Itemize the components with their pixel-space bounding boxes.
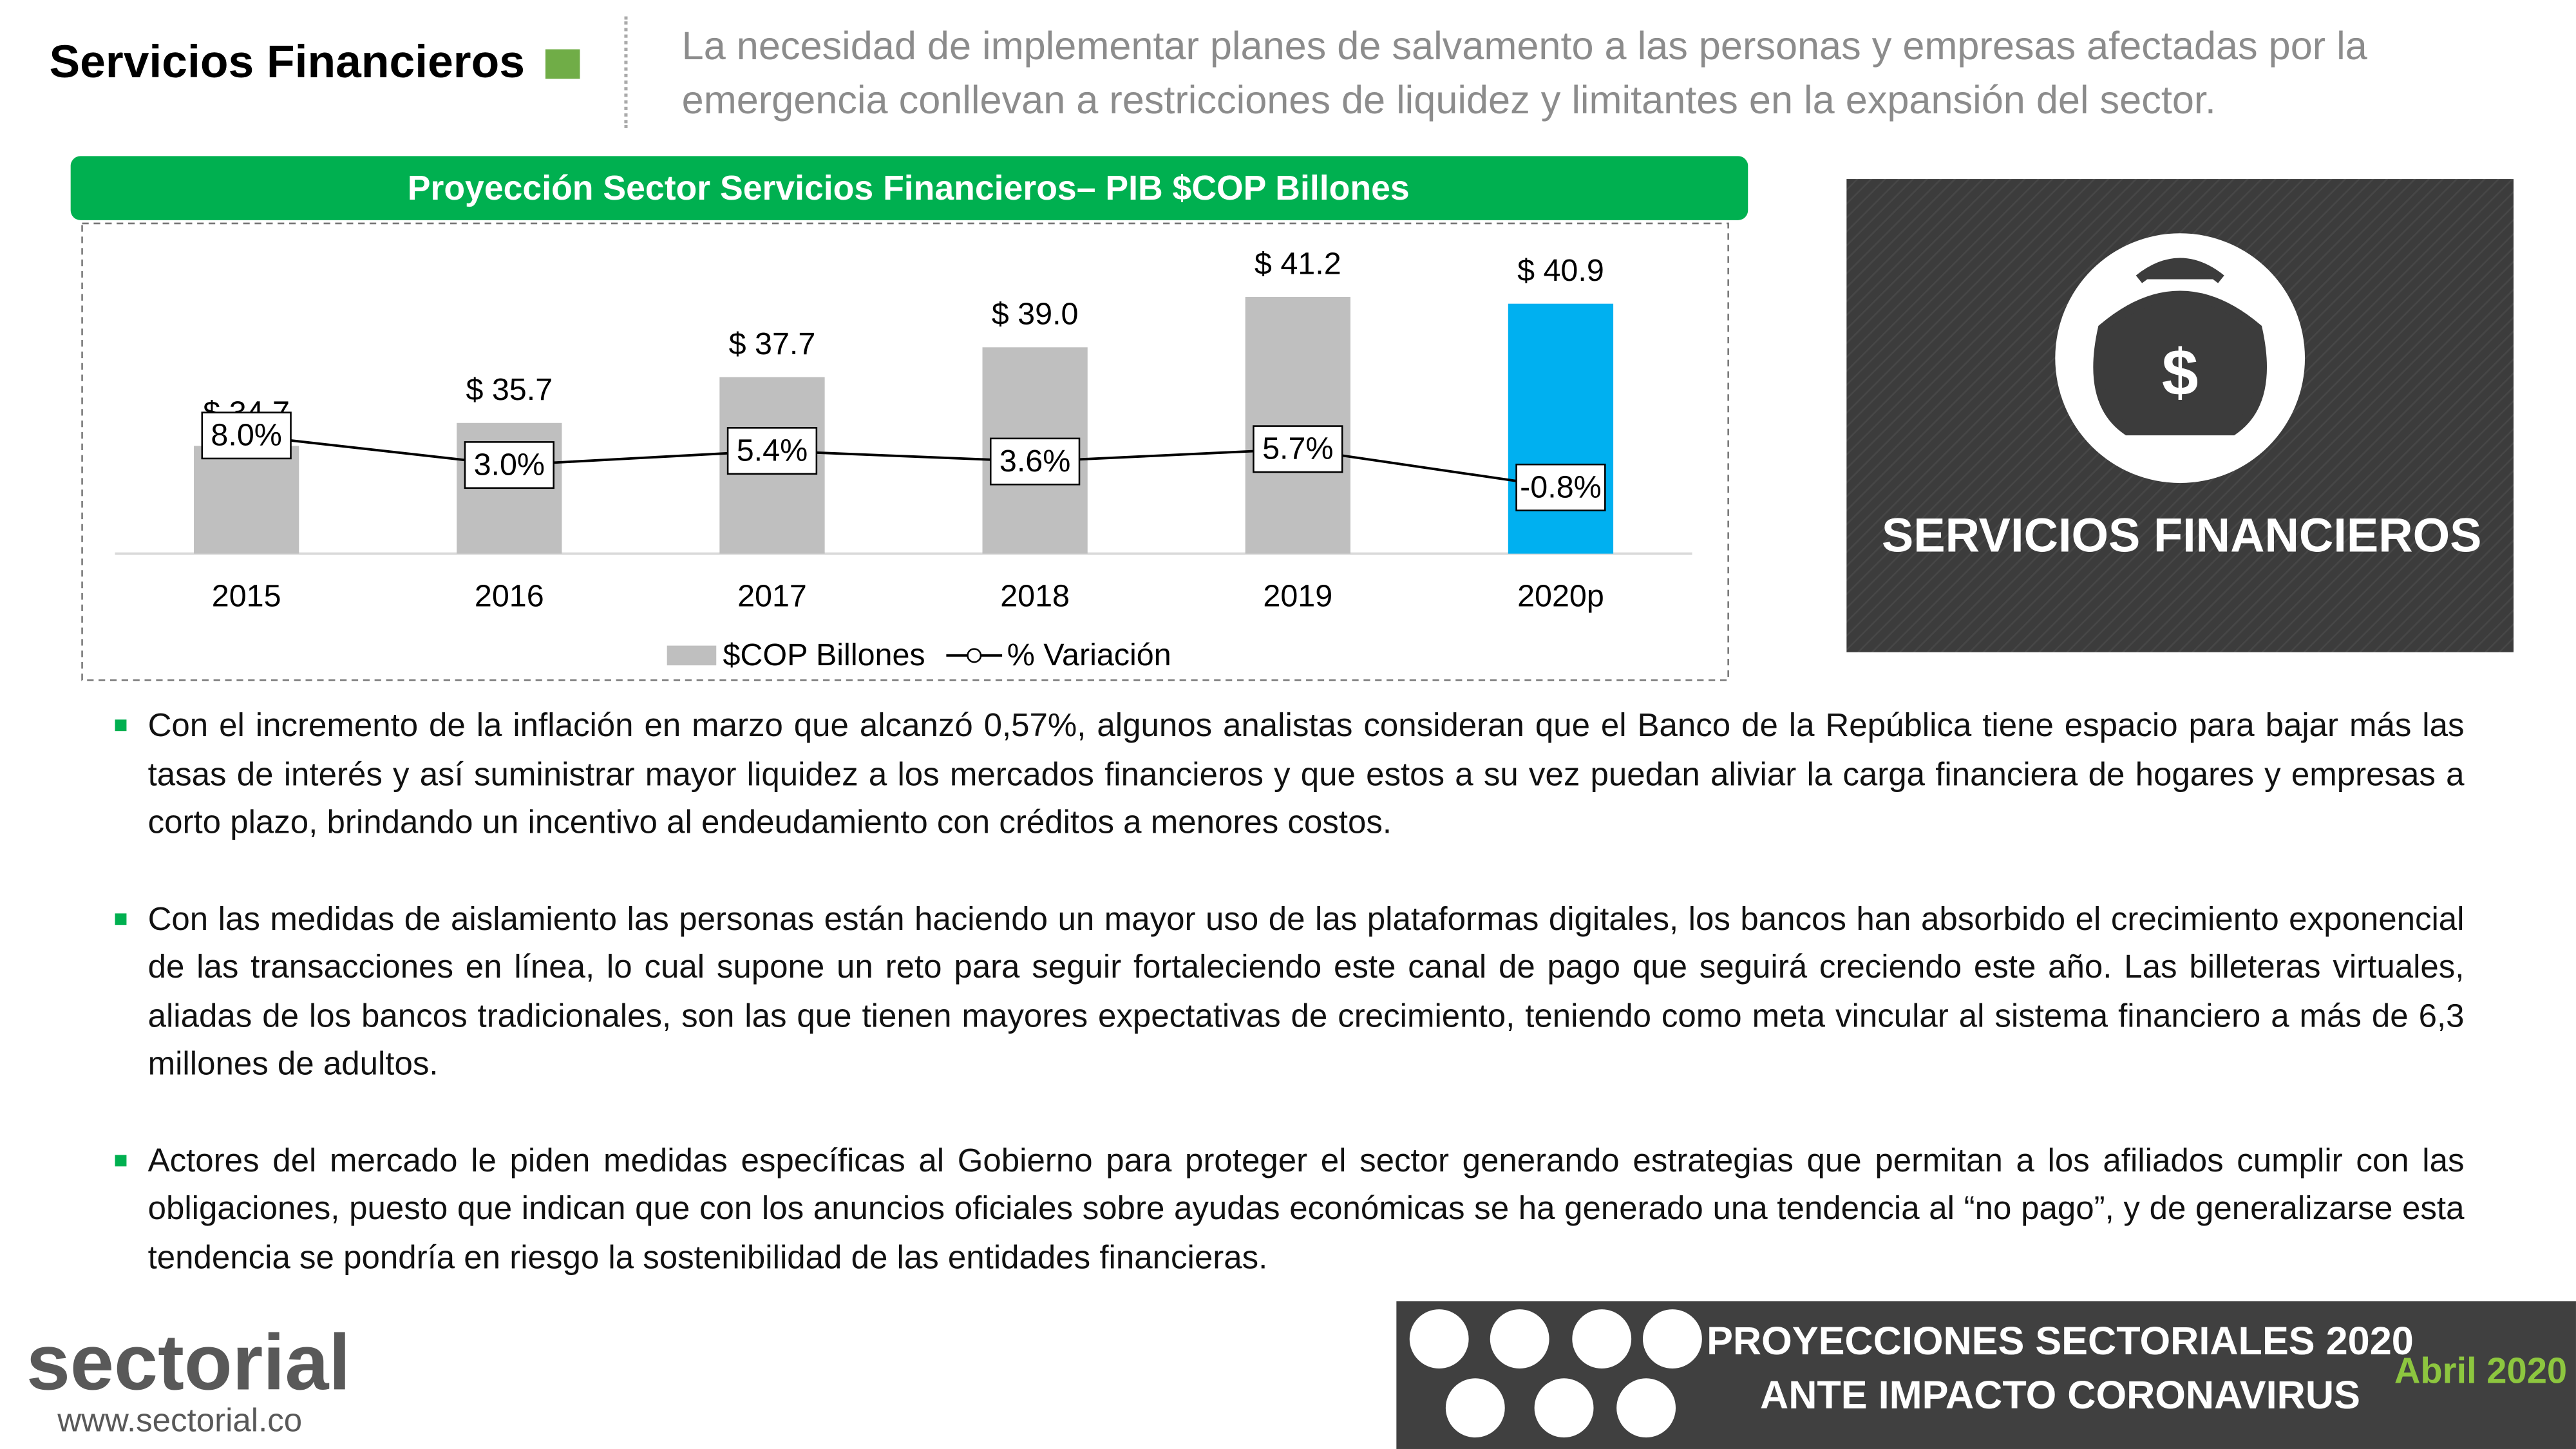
- x-tick-label: 2017: [737, 578, 807, 613]
- page-title: Servicios Financieros: [49, 36, 525, 88]
- line-label-box: [201, 412, 292, 460]
- purse-icon: [2093, 258, 2268, 436]
- line: [246, 434, 1561, 489]
- line-value-label: -0.8%: [1520, 469, 1602, 504]
- x-tick-label: 2015: [212, 578, 281, 613]
- line-value-label: 8.0%: [211, 418, 281, 453]
- legend-label: $COP Billones: [723, 638, 925, 672]
- legend-swatch: [667, 645, 717, 666]
- line-label-box: [989, 437, 1081, 486]
- bar-value-label: $ 35.7: [466, 372, 553, 407]
- dollar-icon: $: [2162, 336, 2199, 410]
- bullet-list: Con el incremento de la inflación en mar…: [115, 703, 2465, 1331]
- subtitle: La necesidad de implementar planes de sa…: [681, 24, 2367, 124]
- logo: sectorial: [26, 1318, 351, 1406]
- bar: [1508, 303, 1614, 554]
- x-tick-label: 2020p: [1517, 578, 1604, 613]
- bar-value-label: $ 40.9: [1517, 253, 1604, 288]
- chart-title: Proyección Sector Servicios Financieros–…: [408, 169, 1410, 207]
- logo-url: www.sectorial.co: [57, 1402, 302, 1439]
- line-label-box: [726, 427, 818, 475]
- legend-label: % Variación: [1007, 638, 1171, 672]
- bar-value-label: $ 39.0: [992, 297, 1079, 332]
- line-value-label: 5.7%: [1262, 431, 1333, 466]
- footer-title: PROYECCIONES SECTORIALES 2020: [1707, 1319, 2414, 1363]
- line-value-label: 3.0%: [474, 447, 545, 482]
- line-label-box: [1253, 425, 1343, 473]
- title-marker: [545, 49, 580, 79]
- x-tick-label: 2018: [1000, 578, 1070, 613]
- footer-icons: [1409, 1309, 1702, 1438]
- line-value-label: 5.4%: [737, 433, 808, 468]
- bar: [194, 446, 299, 554]
- line-label-box: [1515, 463, 1606, 511]
- bar-value-label: $ 37.7: [729, 327, 816, 361]
- bullet: Con las medidas de aislamiento las perso…: [115, 896, 2465, 1090]
- panel-label: SERVICIOS FINANCIEROS: [1882, 508, 2482, 562]
- divider: [624, 16, 628, 128]
- line-value-label: 3.6%: [999, 444, 1070, 478]
- bullet: Actores del mercado le piden medidas esp…: [115, 1138, 2465, 1283]
- x-tick-label: 2016: [475, 578, 544, 613]
- line-label-box: [464, 441, 554, 489]
- chart-frame: [81, 222, 1729, 681]
- chart-banner: [70, 156, 1748, 220]
- bar-value-label: $ 41.2: [1255, 246, 1341, 281]
- legend-marker: [967, 648, 982, 663]
- bullet: Con el incremento de la inflación en mar…: [115, 703, 2465, 849]
- footer-date: Abril 2020: [2394, 1350, 2567, 1390]
- footer-subtitle: ANTE IMPACTO CORONAVIRUS: [1760, 1373, 2360, 1417]
- x-tick-label: 2019: [1263, 578, 1332, 613]
